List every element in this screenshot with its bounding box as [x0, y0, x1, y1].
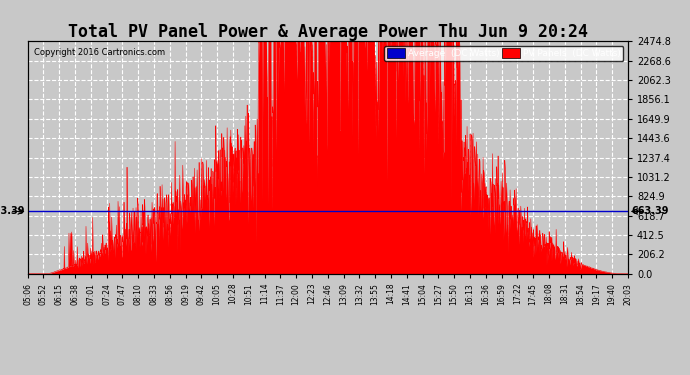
Title: Total PV Panel Power & Average Power Thu Jun 9 20:24: Total PV Panel Power & Average Power Thu… [68, 23, 588, 41]
Text: Copyright 2016 Cartronics.com: Copyright 2016 Cartronics.com [34, 48, 165, 57]
Text: 663.39: 663.39 [631, 206, 669, 216]
Legend: Average  (DC Watts), PV Panels  (DC Watts): Average (DC Watts), PV Panels (DC Watts) [384, 46, 623, 61]
Text: 663.39: 663.39 [0, 206, 25, 216]
